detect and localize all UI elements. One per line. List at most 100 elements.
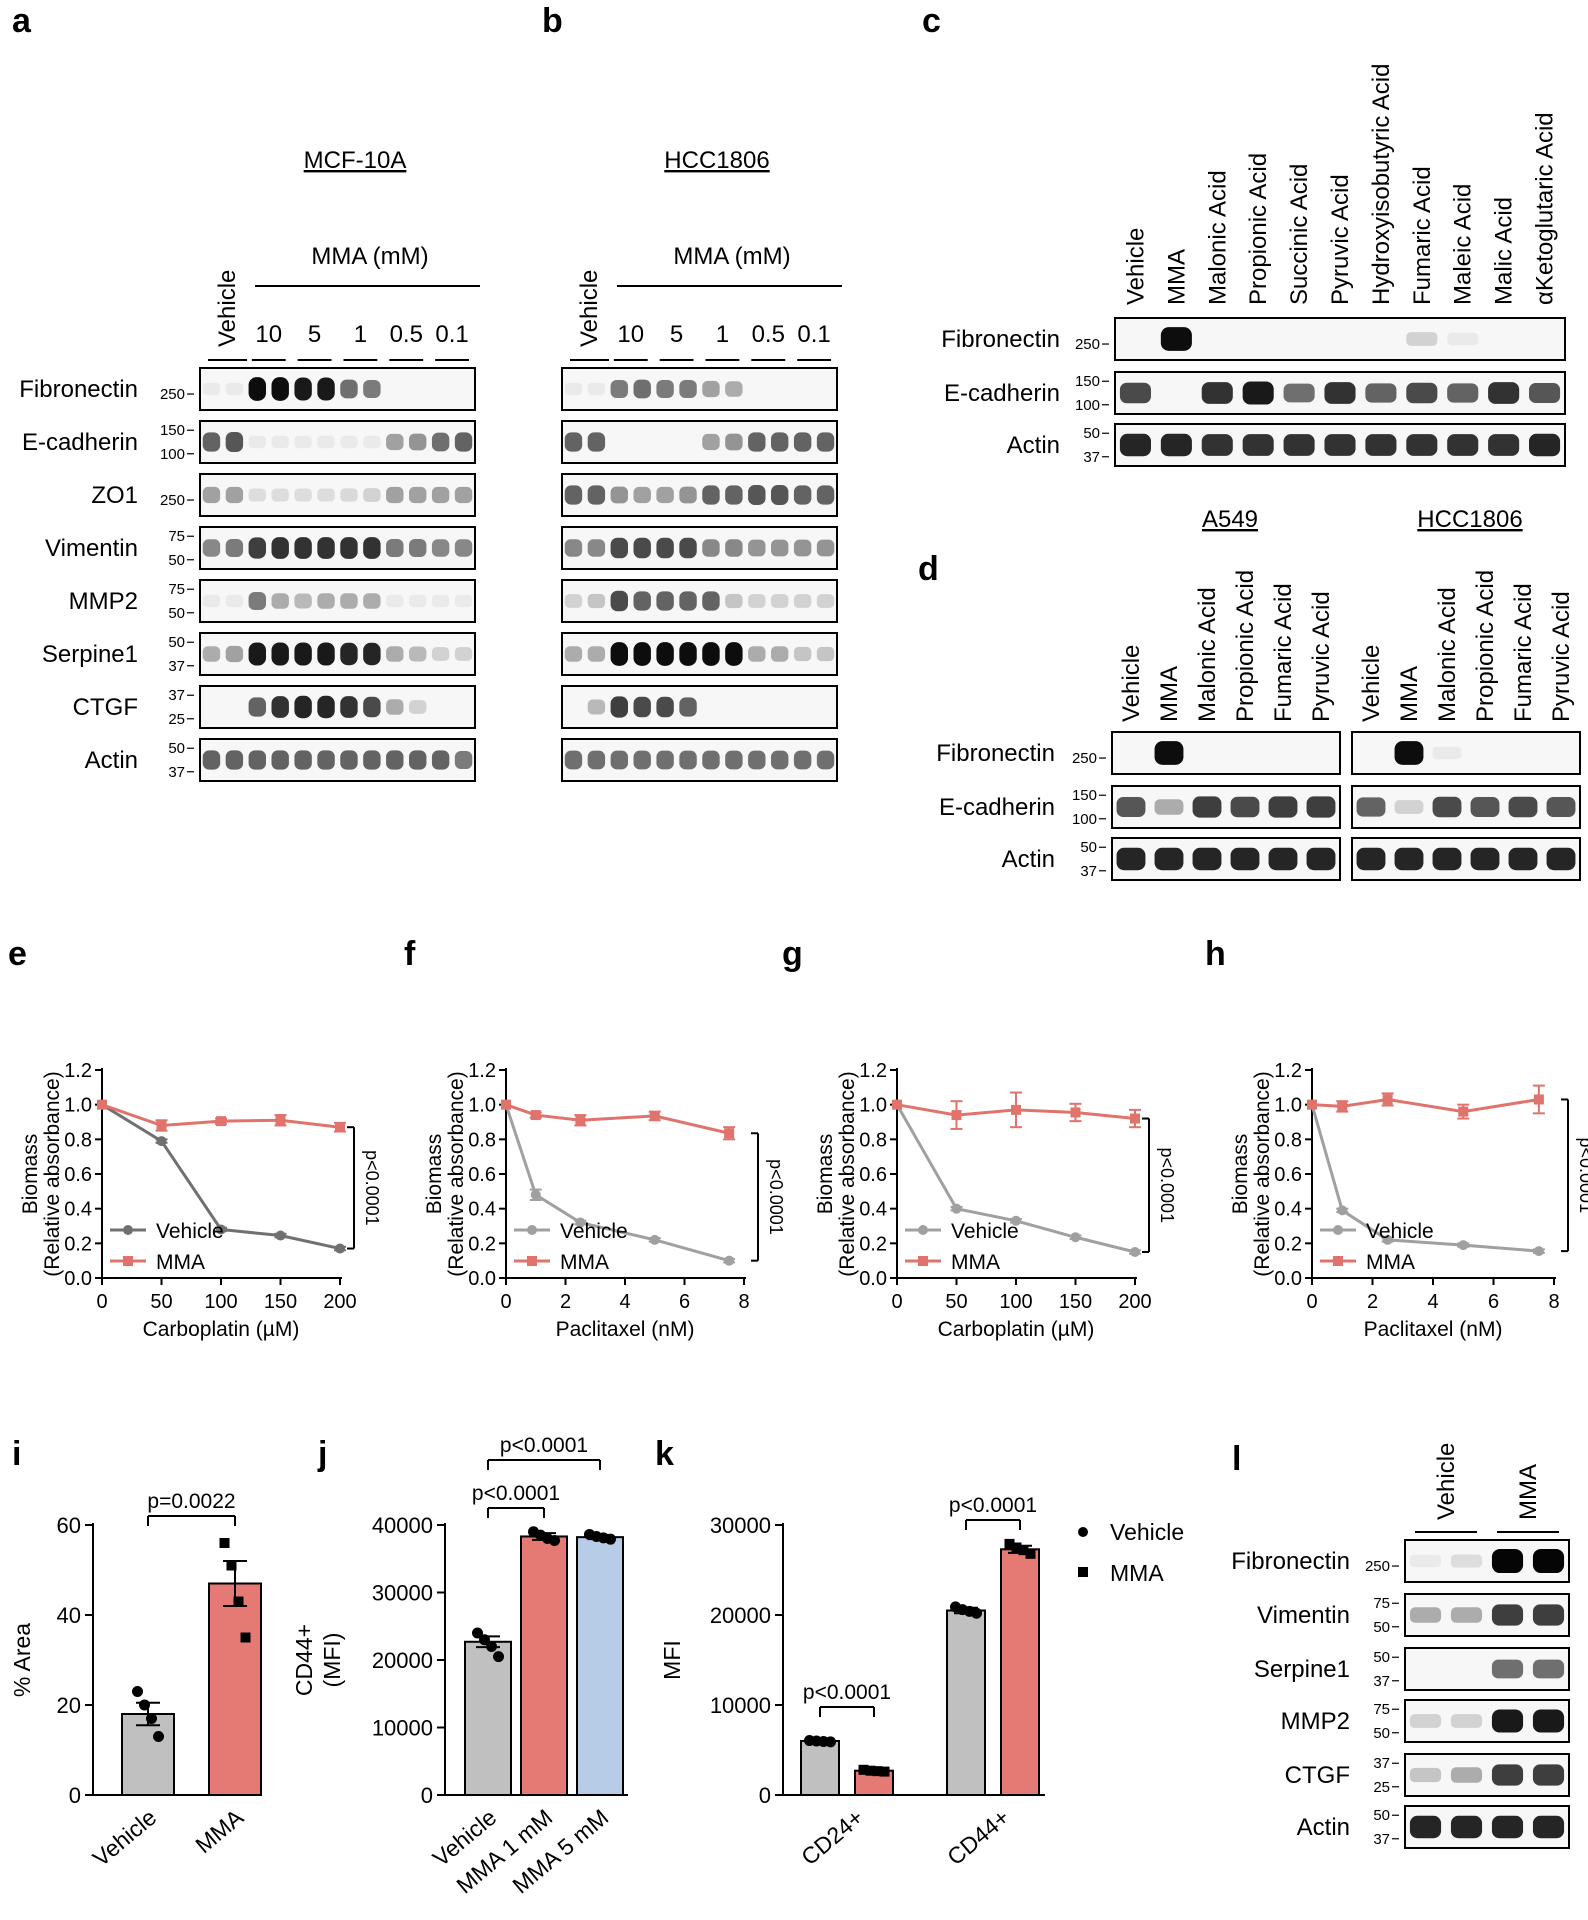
blot-band [610,696,628,718]
y-tick-label: 40000 [372,1513,433,1538]
lane-label: Pyruvic Acid [1308,591,1335,722]
blot-band [340,379,358,399]
blot-band [225,382,244,396]
legend-marker [527,1256,537,1266]
blot-band [1242,434,1274,456]
blot-band [294,377,312,401]
blot-band [1406,434,1438,456]
blot-band [610,486,628,504]
data-point-mma [1382,1094,1393,1105]
lane-label: Fumaric Acid [1409,166,1436,305]
data-point [1025,1548,1036,1559]
blot-fibronectin [1114,317,1566,361]
blot-band [1394,847,1424,871]
blot-band [633,750,651,770]
blot-band [409,538,427,558]
p-value-label: p<0.0001 [766,1159,786,1235]
panel-letter: e [8,935,27,973]
data-point [233,1596,244,1607]
y-tick-label: 0.2 [1274,1233,1302,1255]
legend-label: Vehicle [1110,1519,1184,1545]
blot-band [431,594,450,608]
blot-band [1324,434,1356,456]
blot-band [633,696,651,718]
marker-label: 100 [160,446,185,463]
marker-label: 75 [1373,1595,1390,1612]
lane-label: Vehicle [1118,645,1145,722]
blot-band [386,433,404,451]
dose-label: 5 [308,321,321,348]
data-point [1018,1545,1029,1556]
data-point-mma [649,1110,660,1121]
y-axis-label: (Relative absorbance) [836,1071,859,1276]
protein-label: MMP2 [1281,1708,1350,1735]
legend-label: MMA [951,1251,1000,1274]
lane-label: Malonic Acid [1204,170,1231,305]
blot-actin [1114,423,1566,467]
legend-label: Vehicle [560,1220,628,1243]
blot-band [294,435,312,449]
p-value-label: p<0.0001 [1576,1138,1588,1214]
blot-band [1230,796,1260,818]
blot-band [816,594,835,608]
blot-band [409,646,427,662]
blot-band [702,642,720,666]
blot-serpine1 [1404,1647,1570,1691]
blot-band [1529,433,1561,457]
blot-band [1491,1659,1524,1679]
x-tick-label: 6 [1488,1291,1499,1313]
data-point-mma [892,1099,902,1110]
x-tick-label: Vehicle [88,1804,162,1872]
p-value-label: p=0.0022 [147,1490,235,1513]
x-tick-label: 8 [738,1291,749,1313]
blot-band [748,432,766,452]
chart-k: k 0 10000 20000 30000 CD24+ CD44+ MFI p<0.0001 p<… [655,1435,1184,1870]
y-tick-label: 0.4 [468,1199,496,1221]
legend-label: MMA [1366,1251,1415,1274]
blot-band [363,537,381,559]
marker-label: 250 [1072,750,1097,767]
blot-band [1488,382,1520,404]
lane-label: MMA [1156,666,1183,722]
blot-e-cadherin [1111,785,1341,829]
panel-letter: g [782,935,803,973]
y-axis-label: Biomass [1229,1134,1252,1215]
panel-letter: a [12,2,32,40]
marker-label: 50 [168,740,185,757]
data-point-mma [1011,1104,1021,1115]
protein-label: CTGF [1285,1762,1350,1789]
blot-band [1283,383,1315,403]
blot-band [725,642,743,666]
blot-vimentin [1404,1593,1570,1637]
blot-band [1268,847,1298,871]
data-point [486,1641,497,1652]
y-tick-label: 0.2 [64,1233,92,1255]
protein-label: CTGF [73,694,138,721]
blot-band [271,642,289,666]
blot-band [587,432,606,452]
y-tick-label: 0.8 [64,1129,92,1151]
marker-label: 250 [160,492,185,509]
x-tick-label: 2 [560,1291,571,1313]
blot-band [679,537,697,559]
blot-band [317,435,335,449]
blot-band [1192,847,1222,871]
panel-letter: d [918,550,939,588]
lane-label: Fumaric Acid [1270,583,1297,722]
blot-band [1470,847,1500,871]
blot-membrane [199,526,476,570]
x-tick-label: 0 [891,1291,902,1313]
blot-band [1283,434,1315,456]
blot-band [1491,1548,1524,1574]
blot-mmp2 [561,579,838,623]
y-tick-label: 30000 [710,1513,771,1538]
y-tick-label: 1.2 [64,1060,92,1082]
data-point [219,1538,230,1548]
blot-band [679,379,697,399]
blot-e-cadherin [1351,785,1581,829]
lane-label: MMA [1163,249,1190,305]
panel-letter: c [922,2,941,40]
blot-band [202,432,221,452]
protein-label: E-cadherin [944,380,1060,407]
